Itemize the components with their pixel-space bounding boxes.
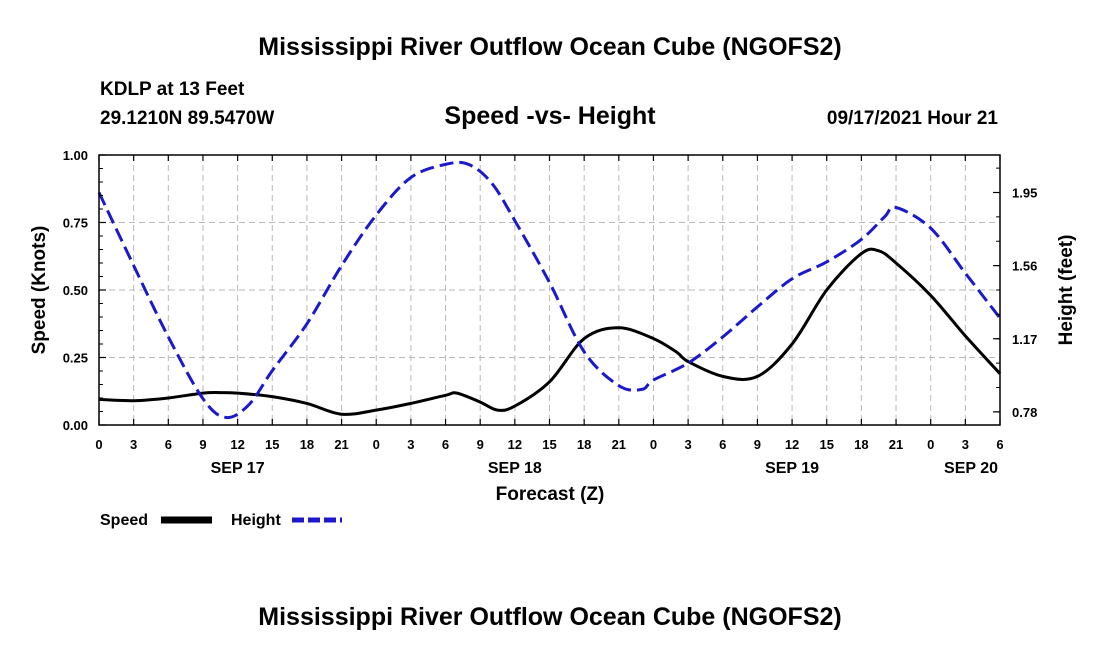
- y-left-tick-label: 0.00: [63, 418, 88, 433]
- x-tick-label: 6: [442, 437, 449, 452]
- x-tick-label: 0: [927, 437, 934, 452]
- y-right-tick-label: 1.95: [1012, 186, 1037, 201]
- footer-title: Mississippi River Outflow Ocean Cube (NG…: [258, 603, 841, 631]
- x-tick-label: 21: [334, 437, 348, 452]
- chart-title: Mississippi River Outflow Ocean Cube (NG…: [258, 33, 841, 61]
- y-left-tick-label: 0.75: [63, 216, 88, 231]
- y-right-tick-label: 1.17: [1012, 332, 1037, 347]
- legend: Speed Height: [100, 512, 342, 529]
- height-series-line: [97, 160, 1002, 420]
- y-axis-left-title: Speed (Knots): [29, 226, 50, 355]
- timestamp-label: 09/17/2021 Hour 21: [827, 108, 999, 129]
- x-tick-label: 3: [684, 437, 691, 452]
- x-tick-label: 3: [407, 437, 414, 452]
- grid-layer: [99, 155, 1000, 425]
- legend-height-label: Height: [231, 512, 281, 529]
- x-tick-label: 0: [95, 437, 102, 452]
- x-tick-label: 21: [889, 437, 903, 452]
- x-tick-label: 15: [819, 437, 833, 452]
- x-tick-label: 18: [854, 437, 868, 452]
- series-layer: [97, 160, 1002, 420]
- x-tick-label: 0: [650, 437, 657, 452]
- x-tick-label: 18: [577, 437, 591, 452]
- x-day-label: SEP 18: [488, 460, 542, 477]
- x-day-label: SEP 17: [211, 460, 265, 477]
- x-tick-label: 9: [199, 437, 206, 452]
- speed-series-line: [98, 247, 1002, 416]
- x-tick-label: 12: [508, 437, 522, 452]
- x-axis-title: Forecast (Z): [496, 484, 605, 505]
- x-tick-label: 6: [996, 437, 1003, 452]
- x-tick-label: 3: [962, 437, 969, 452]
- y-left-tick-label: 0.25: [63, 351, 88, 366]
- x-day-label: SEP 20: [944, 460, 998, 477]
- x-tick-label: 0: [373, 437, 380, 452]
- station-label: KDLP at 13 Feet: [100, 79, 245, 100]
- legend-speed-label: Speed: [100, 512, 148, 529]
- x-tick-label: 21: [612, 437, 626, 452]
- x-tick-label: 6: [165, 437, 172, 452]
- x-tick-label: 3: [130, 437, 137, 452]
- location-label: 29.1210N 89.5470W: [100, 108, 274, 129]
- tick-layer: 0 3 6 9 12 15 18 21 0 3 6 9 12 15 18 21 0 3 6 9 12 15 18 21 0 3 6 S…: [63, 148, 1038, 477]
- y-axis-right-title: Height (feet): [1056, 235, 1077, 346]
- x-tick-label: 9: [754, 437, 761, 452]
- x-tick-label: 9: [477, 437, 484, 452]
- x-day-label: SEP 19: [765, 460, 819, 477]
- x-tick-label: 6: [719, 437, 726, 452]
- y-left-tick-label: 1.00: [63, 148, 88, 163]
- y-right-tick-label: 1.56: [1012, 259, 1037, 274]
- x-tick-label: 12: [230, 437, 244, 452]
- x-tick-label: 18: [300, 437, 314, 452]
- y-left-tick-label: 0.50: [63, 283, 88, 298]
- chart-subtitle: Speed -vs- Height: [444, 102, 656, 130]
- y-right-tick-label: 0.78: [1012, 405, 1037, 420]
- x-tick-label: 15: [265, 437, 279, 452]
- x-tick-label: 12: [785, 437, 799, 452]
- x-tick-label: 15: [542, 437, 556, 452]
